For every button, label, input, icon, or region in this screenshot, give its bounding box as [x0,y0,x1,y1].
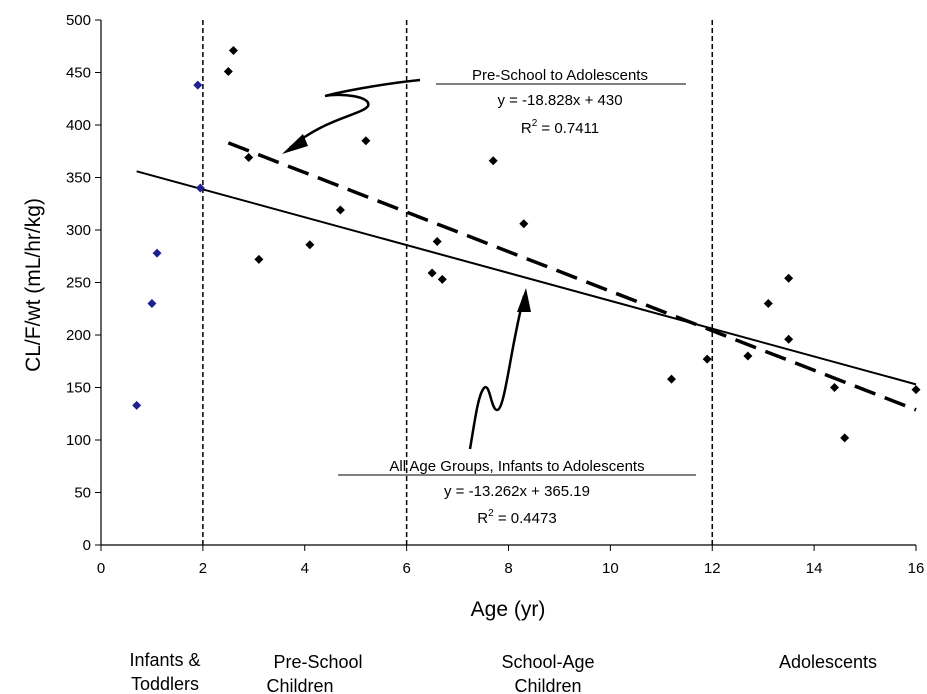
data-point-infants [132,400,142,410]
annotation-all-ages-title: All Age Groups, Infants to Adolescents [389,458,644,475]
age-group-infants-line1: Infants & [129,650,200,670]
data-point-infants [147,299,157,308]
data-point-others [254,254,264,264]
trendline-dashed [227,141,917,412]
data-point-others [305,240,315,250]
y-tick-label: 0 [83,537,91,554]
trendline-solid [136,170,917,386]
age-group-infants-line2: Toddlers [131,674,199,694]
data-point-others [784,334,794,344]
data-point-others [743,351,753,361]
x-axis-title: Age (yr) [471,598,546,621]
data-point-others [361,136,371,146]
y-tick-label: 50 [74,485,91,502]
data-point-others [427,268,437,278]
arrow-all-ages-curve [468,295,526,450]
annotation-pre-school-r2: R2 = 0.7411 [521,118,599,137]
data-point-others [830,383,839,392]
data-points [132,45,921,443]
annotation-arrows [282,78,531,450]
x-tick-label: 12 [704,560,721,577]
y-tick-label: 100 [66,432,91,449]
data-point-others [223,66,233,76]
y-tick-label: 200 [66,327,91,344]
data-point-others [228,45,238,55]
data-point-others [702,354,712,364]
y-tick-label: 450 [66,65,91,82]
data-point-others [667,374,676,384]
y-axis-title: CL/F/wt (mL/hr/kg) [22,198,45,372]
x-tick-label: 10 [602,560,619,577]
data-point-others [432,237,442,247]
y-tick-label: 300 [66,222,91,239]
age-group-adolescents: Adolescents [779,652,877,672]
annotation-all-ages: All Age Groups, Infants to Adolescents y… [338,458,696,527]
x-tick-label: 8 [504,560,512,577]
arrow-all-ages-head [517,288,531,312]
data-point-others [488,156,498,166]
age-group-schoolage-line1: School-Age [501,652,594,672]
x-tick-label: 6 [402,560,410,577]
y-tick-label: 400 [66,117,91,134]
y-tick-label: 250 [66,275,91,292]
age-group-preschool-line2: Children [266,676,333,694]
x-tick-label: 14 [806,560,823,577]
arrow-pre-school-curve [289,78,421,149]
annotation-all-ages-equation: y = -13.262x + 365.19 [444,483,590,500]
x-tick-label: 0 [97,560,105,577]
y-tick-label: 500 [66,12,91,29]
annotation-all-ages-r2: R2 = 0.4473 [477,508,556,527]
data-point-others [911,385,921,395]
x-tick-label: 2 [199,560,207,577]
data-point-others [335,205,345,215]
data-point-others [437,274,447,284]
age-group-labels: Infants & Toddlers Pre-School Children S… [129,650,877,694]
data-point-others [840,433,850,443]
y-tick-label: 350 [66,170,91,187]
age-group-schoolage-line2: Children [514,676,581,694]
age-group-preschool-line1: Pre-School [273,652,362,672]
data-point-infants [195,183,205,193]
trendlines [136,141,917,412]
data-point-infants [152,248,162,258]
data-point-infants [193,80,203,90]
x-tick-label: 4 [301,560,309,577]
annotation-pre-school: Pre-School to Adolescents y = -18.828x +… [436,67,686,137]
y-tick-label: 150 [66,380,91,397]
axes: 0 50 100 150 200 250 300 350 400 450 500 0 2 4 6 8 10 12 1… [66,12,924,577]
annotation-pre-school-title: Pre-School to Adolescents [472,67,648,84]
x-tick-label: 16 [908,560,925,577]
data-point-others [784,273,794,283]
data-point-others [519,219,529,229]
arrow-pre-school-head [282,134,308,154]
annotation-pre-school-equation: y = -18.828x + 430 [497,92,622,109]
data-point-others [244,153,254,163]
data-point-others [763,299,773,308]
